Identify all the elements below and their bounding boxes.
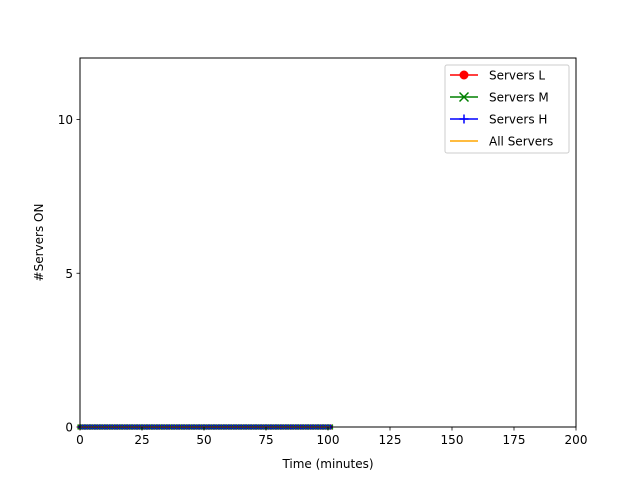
y-tick-label: 0 bbox=[65, 421, 73, 435]
y-tick-label: 10 bbox=[58, 113, 73, 127]
legend-marker-stroke-b bbox=[458, 91, 470, 103]
legend-label: Servers M bbox=[489, 91, 549, 105]
x-tick-label: 0 bbox=[76, 433, 84, 447]
legend-label: Servers L bbox=[489, 69, 545, 83]
x-tick-label: 175 bbox=[503, 433, 526, 447]
x-tick-label: 100 bbox=[317, 433, 340, 447]
legend-entry-servers-m: Servers M bbox=[450, 91, 549, 105]
legend: Servers L Servers M Servers H All Servers bbox=[444, 64, 570, 154]
legend-marker bbox=[458, 91, 470, 103]
legend-marker bbox=[459, 70, 469, 80]
axes-layer: 0 25 50 75 100 125 150 175 200 0 5 10 bbox=[58, 57, 588, 447]
x-tick-label: 50 bbox=[196, 433, 211, 447]
legend-entry-servers-h: Servers H bbox=[450, 113, 547, 127]
y-axis-label: #Servers ON bbox=[32, 204, 46, 282]
legend-entry-servers-l: Servers L bbox=[450, 69, 545, 83]
legend-label: All Servers bbox=[489, 135, 553, 149]
x-tick-label: 200 bbox=[565, 433, 588, 447]
x-tick-label: 25 bbox=[134, 433, 149, 447]
x-tick-label: 75 bbox=[258, 433, 273, 447]
legend-marker bbox=[459, 114, 469, 124]
legend-box bbox=[444, 64, 570, 154]
y-tick-label: 5 bbox=[65, 267, 73, 281]
legend-label: Servers H bbox=[489, 113, 547, 127]
x-tick-label: 125 bbox=[379, 433, 402, 447]
x-tick-label: 150 bbox=[441, 433, 464, 447]
legend-entry-all-servers: All Servers bbox=[450, 135, 553, 149]
x-axis-label: Time (minutes) bbox=[281, 457, 373, 471]
